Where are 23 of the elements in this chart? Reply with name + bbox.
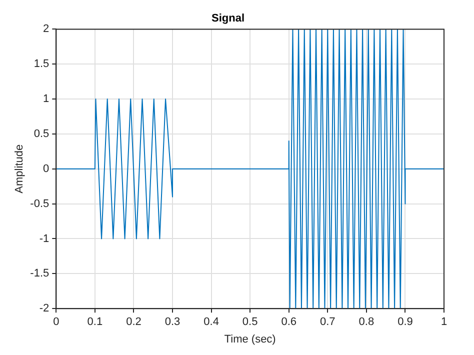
y-tick-label: -1.5 bbox=[30, 268, 50, 280]
x-tick-label: 0.9 bbox=[398, 316, 413, 328]
x-tick-label: 0.7 bbox=[320, 316, 336, 328]
x-tick-label: 0.4 bbox=[204, 316, 219, 328]
y-tick-label: -0.5 bbox=[30, 198, 50, 210]
x-tick-label: 0.6 bbox=[281, 316, 297, 328]
y-tick-label: -2 bbox=[39, 302, 50, 315]
y-tick-label: -1 bbox=[39, 232, 50, 245]
y-tick-label: 1 bbox=[43, 93, 50, 106]
x-axis-title: Time (sec) bbox=[224, 333, 276, 346]
x-tick-label: 0 bbox=[53, 316, 60, 328]
x-tick-label: 0.8 bbox=[358, 316, 374, 328]
y-tick-label: 2 bbox=[43, 23, 50, 36]
chart-title: Signal bbox=[211, 12, 245, 25]
y-tick-label: 0.5 bbox=[34, 128, 50, 140]
y-axis-title: Amplitude bbox=[14, 144, 26, 194]
x-tick-label: 0.1 bbox=[87, 316, 103, 328]
x-tick-label: 0.3 bbox=[164, 316, 180, 328]
x-tick-label: 1 bbox=[440, 316, 448, 328]
x-tick-label: 0.5 bbox=[242, 316, 258, 328]
y-tick-label: 1.5 bbox=[34, 58, 50, 70]
y-tick-label: 0 bbox=[43, 162, 50, 175]
x-tick-label: 0.2 bbox=[126, 316, 142, 328]
